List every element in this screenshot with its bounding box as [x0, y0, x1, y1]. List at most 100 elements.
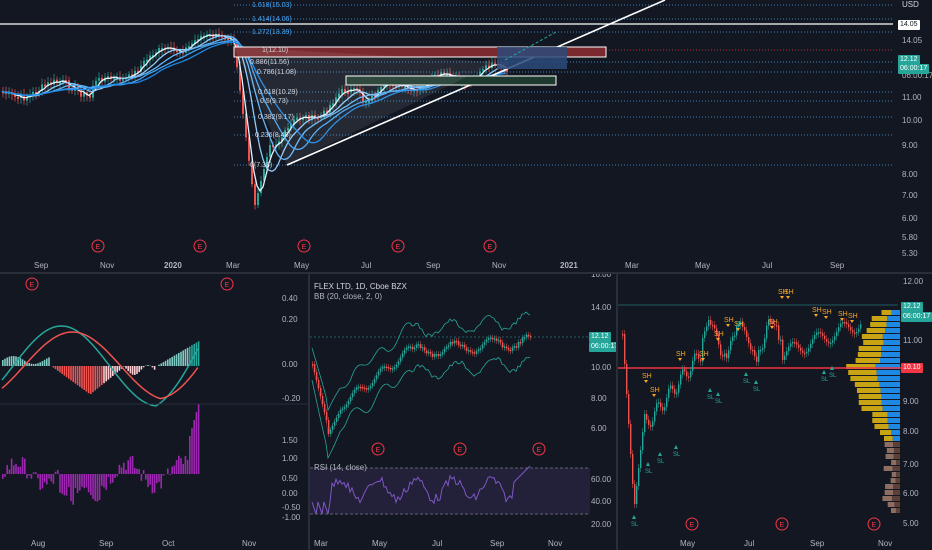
price-axis-label: 14.05 — [902, 36, 923, 45]
macd-bar — [90, 366, 92, 394]
histogram-bar — [120, 467, 123, 474]
profile-bar-up — [856, 388, 881, 393]
long-position-box[interactable] — [345, 75, 557, 86]
candle-body — [498, 339, 500, 342]
candle-body — [318, 380, 320, 388]
price-axis[interactable]: USD 14.05 06:00:17 11.00 10.00 9.00 8.00 7.00 6.… — [902, 0, 932, 258]
time-axis-label: Nov — [100, 261, 114, 270]
swing-high-marker — [840, 318, 844, 321]
time-axis[interactable]: May Jul Sep Nov — [680, 539, 892, 548]
candle-body — [35, 91, 37, 95]
histogram-bar — [140, 474, 143, 481]
histogram-bar — [65, 474, 68, 496]
profile-bar-down — [891, 310, 900, 315]
rsi-line — [311, 465, 531, 515]
time-axis[interactable]: Mar May Jul Sep Nov — [314, 539, 562, 548]
earnings-marker — [193, 239, 207, 253]
main-chart-pane[interactable]: 1.618(15.03) 1.414(14.06) 1.272(13.39) 1(12… — [0, 0, 932, 272]
candle-body — [430, 351, 432, 354]
macd-bar — [35, 363, 37, 366]
histogram-bar — [125, 469, 127, 474]
time-axis[interactable]: Sep Nov 2020 Mar May Jul Sep Nov 2021 Mar May Jul Se… — [34, 261, 845, 270]
profile-bar-down — [881, 394, 900, 399]
pane-divider[interactable] — [0, 272, 932, 274]
candle-body — [414, 347, 416, 350]
candle-body — [476, 351, 478, 354]
profile-bar-down — [892, 496, 900, 501]
target-box[interactable] — [497, 47, 567, 69]
time-axis-label: Aug — [31, 539, 45, 548]
candle-body — [158, 48, 160, 53]
candle-body — [182, 51, 184, 54]
candle-body — [395, 85, 397, 88]
candle-body — [47, 82, 49, 86]
macd-bar — [63, 366, 66, 376]
macd-bar — [197, 341, 200, 366]
time-axis[interactable]: Aug Sep Oct Nov — [31, 539, 256, 548]
candle-body — [263, 169, 265, 181]
poc-price-tag: 10.10 — [901, 363, 923, 373]
histogram-bar — [167, 468, 169, 474]
macd-chart[interactable]: 0.40 0.20 0.00 -0.20 1.50 1.00 0.50 0.00 -0.50-1… — [0, 274, 308, 550]
bollinger-chart[interactable]: E E E 16.00 14.00 10.00 8.00 6.00 60.00 40.00 20.… — [310, 274, 616, 550]
swing-high-marker — [786, 296, 790, 299]
candle-body — [802, 350, 804, 353]
candle-body — [266, 157, 268, 169]
axis-label: 0.50 — [282, 474, 298, 483]
candle-body — [230, 38, 232, 41]
price-axis[interactable]: 12.00 11.00 9.00 8.00 7.00 6.00 5.00 — [903, 277, 924, 528]
histogram-bar — [83, 474, 85, 489]
indicator-label[interactable]: BB (20, close, 2, 0) — [314, 292, 383, 301]
upper-band — [311, 311, 531, 412]
histogram-bar — [28, 474, 30, 476]
price-axis-label: 10.00 — [591, 363, 612, 372]
macd-bar — [125, 366, 127, 369]
profile-bar-up — [882, 496, 893, 501]
swing-low-label: SL — [631, 522, 639, 528]
pane-divider[interactable] — [616, 274, 618, 550]
pane-divider[interactable] — [308, 274, 310, 550]
candle-body — [794, 342, 796, 344]
macd-axis[interactable]: 0.40 0.20 0.00 -0.20 1.50 1.00 0.50 0.00 -0.50-1… — [282, 294, 301, 522]
histogram-bar — [19, 466, 22, 474]
candle-body — [804, 352, 806, 355]
volume-profile-pane[interactable]: SH SH SH SH SH SH SH SH SH SH SH SH SH SH SL SL SL SL SL SL… — [618, 274, 932, 550]
candle-body — [690, 371, 692, 378]
macd-bar — [39, 362, 41, 366]
candle-body — [502, 342, 504, 348]
candle-body — [383, 84, 385, 87]
bollinger-pane[interactable]: E E E 16.00 14.00 10.00 8.00 6.00 60.00 40.00 20.… — [310, 274, 616, 550]
macd-bar — [186, 347, 189, 366]
candle-body — [648, 419, 650, 425]
profile-bar-up — [872, 412, 888, 417]
candle-body — [344, 407, 346, 409]
fibonacci-levels — [234, 4, 893, 166]
short-position-box[interactable] — [233, 46, 607, 58]
candle-body — [812, 339, 814, 344]
candle-body — [269, 145, 271, 157]
macd-pane[interactable]: 0.40 0.20 0.00 -0.20 1.50 1.00 0.50 0.00 -0.50 -1… — [0, 274, 308, 550]
candle-body — [496, 338, 498, 341]
earnings-marker — [220, 277, 234, 291]
swing-low-marker — [658, 452, 662, 456]
countdown-tag: 06:00:17 — [589, 342, 616, 352]
main-price-chart[interactable]: 1.618(15.03) 1.414(14.06) 1.272(13.39) 1(12… — [0, 0, 932, 272]
earnings-marker-label: E — [780, 522, 785, 529]
price-axis-label: 7.00 — [903, 460, 919, 469]
price-axis[interactable]: 16.00 14.00 10.00 8.00 6.00 60.00 40.00 20.00 — [591, 274, 612, 529]
profile-bar-up — [871, 316, 888, 321]
rsi-label[interactable]: RSI (14, close) — [314, 463, 367, 472]
histogram-bar — [114, 474, 116, 478]
rsi-axis-label: 40.00 — [591, 497, 612, 506]
candle-body — [242, 90, 244, 114]
profile-bar-up — [850, 376, 878, 381]
price-axis-label: 11.00 — [902, 93, 922, 102]
histogram-bar — [8, 469, 11, 474]
profile-bar-down — [877, 376, 900, 381]
candle-body — [56, 79, 58, 83]
